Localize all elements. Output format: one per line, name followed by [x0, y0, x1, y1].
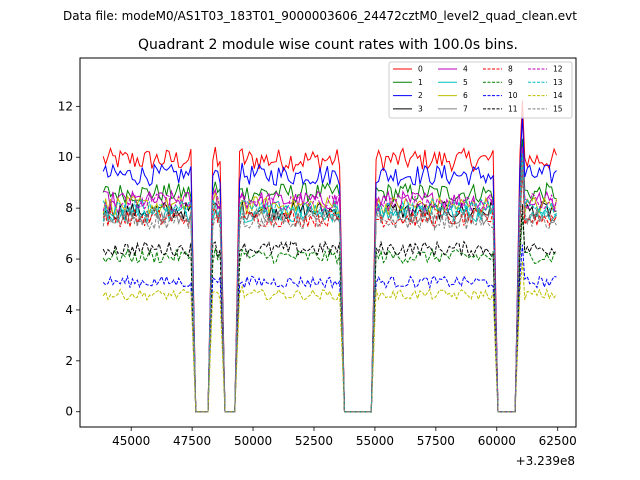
legend-label-11: 11: [508, 104, 518, 113]
series-line-7: [102, 168, 557, 413]
series-line-9: [102, 213, 557, 413]
legend-label-6: 6: [463, 91, 468, 100]
x-tick-label: 52500: [295, 434, 333, 448]
legend-label-14: 14: [553, 91, 563, 100]
series-line-1: [102, 138, 557, 413]
legend-label-5: 5: [463, 78, 468, 87]
series-line-14: [102, 260, 557, 413]
y-tick-label: 0: [65, 405, 73, 419]
x-tick-label: 50000: [234, 434, 272, 448]
y-axis: 0 2 4 6 8 10 12: [58, 99, 80, 419]
series-line-2: [102, 116, 557, 413]
x-tick-label: 62500: [539, 434, 577, 448]
series-line-0: [102, 100, 557, 413]
y-tick-label: 2: [65, 354, 73, 368]
legend-label-3: 3: [418, 104, 423, 113]
legend-label-0: 0: [418, 65, 423, 74]
legend-label-7: 7: [463, 104, 468, 113]
x-tick-label: 57500: [417, 434, 455, 448]
axes-frame: [79, 57, 577, 428]
legend-label-9: 9: [508, 78, 513, 87]
legend-label-12: 12: [553, 65, 563, 74]
y-tick-label: 4: [65, 303, 73, 317]
x-tick-label: 60000: [478, 434, 516, 448]
x-tick-label: 47500: [173, 434, 211, 448]
legend-label-4: 4: [463, 65, 468, 74]
x-tick-label: 45000: [112, 434, 150, 448]
y-tick-label: 8: [65, 201, 73, 215]
x-offset-label: +3.239e8: [516, 454, 575, 468]
y-tick-label: 10: [58, 150, 73, 164]
series-line-4: [103, 146, 557, 413]
legend-label-13: 13: [553, 78, 563, 87]
legend-label-2: 2: [418, 91, 423, 100]
legend-label-8: 8: [508, 65, 513, 74]
series-line-13: [102, 153, 557, 413]
plot-lines: [102, 100, 557, 413]
chart-suptitle: Data file: modeM0/AS1T03_183T01_90000036…: [63, 9, 577, 23]
legend-label-15: 15: [553, 104, 563, 113]
chart-title: Quadrant 2 module wise count rates with …: [138, 37, 518, 53]
series-line-10: [102, 244, 557, 413]
legend-label-1: 1: [418, 78, 423, 87]
y-tick-label: 6: [65, 252, 73, 266]
x-axis: 45000 47500 50000 52500 55000 57500 60000 62500: [112, 427, 577, 448]
series-line-11: [102, 204, 557, 413]
legend-label-10: 10: [508, 91, 518, 100]
x-tick-label: 55000: [356, 434, 394, 448]
y-tick-label: 12: [58, 99, 73, 113]
legend-box: [388, 61, 573, 119]
